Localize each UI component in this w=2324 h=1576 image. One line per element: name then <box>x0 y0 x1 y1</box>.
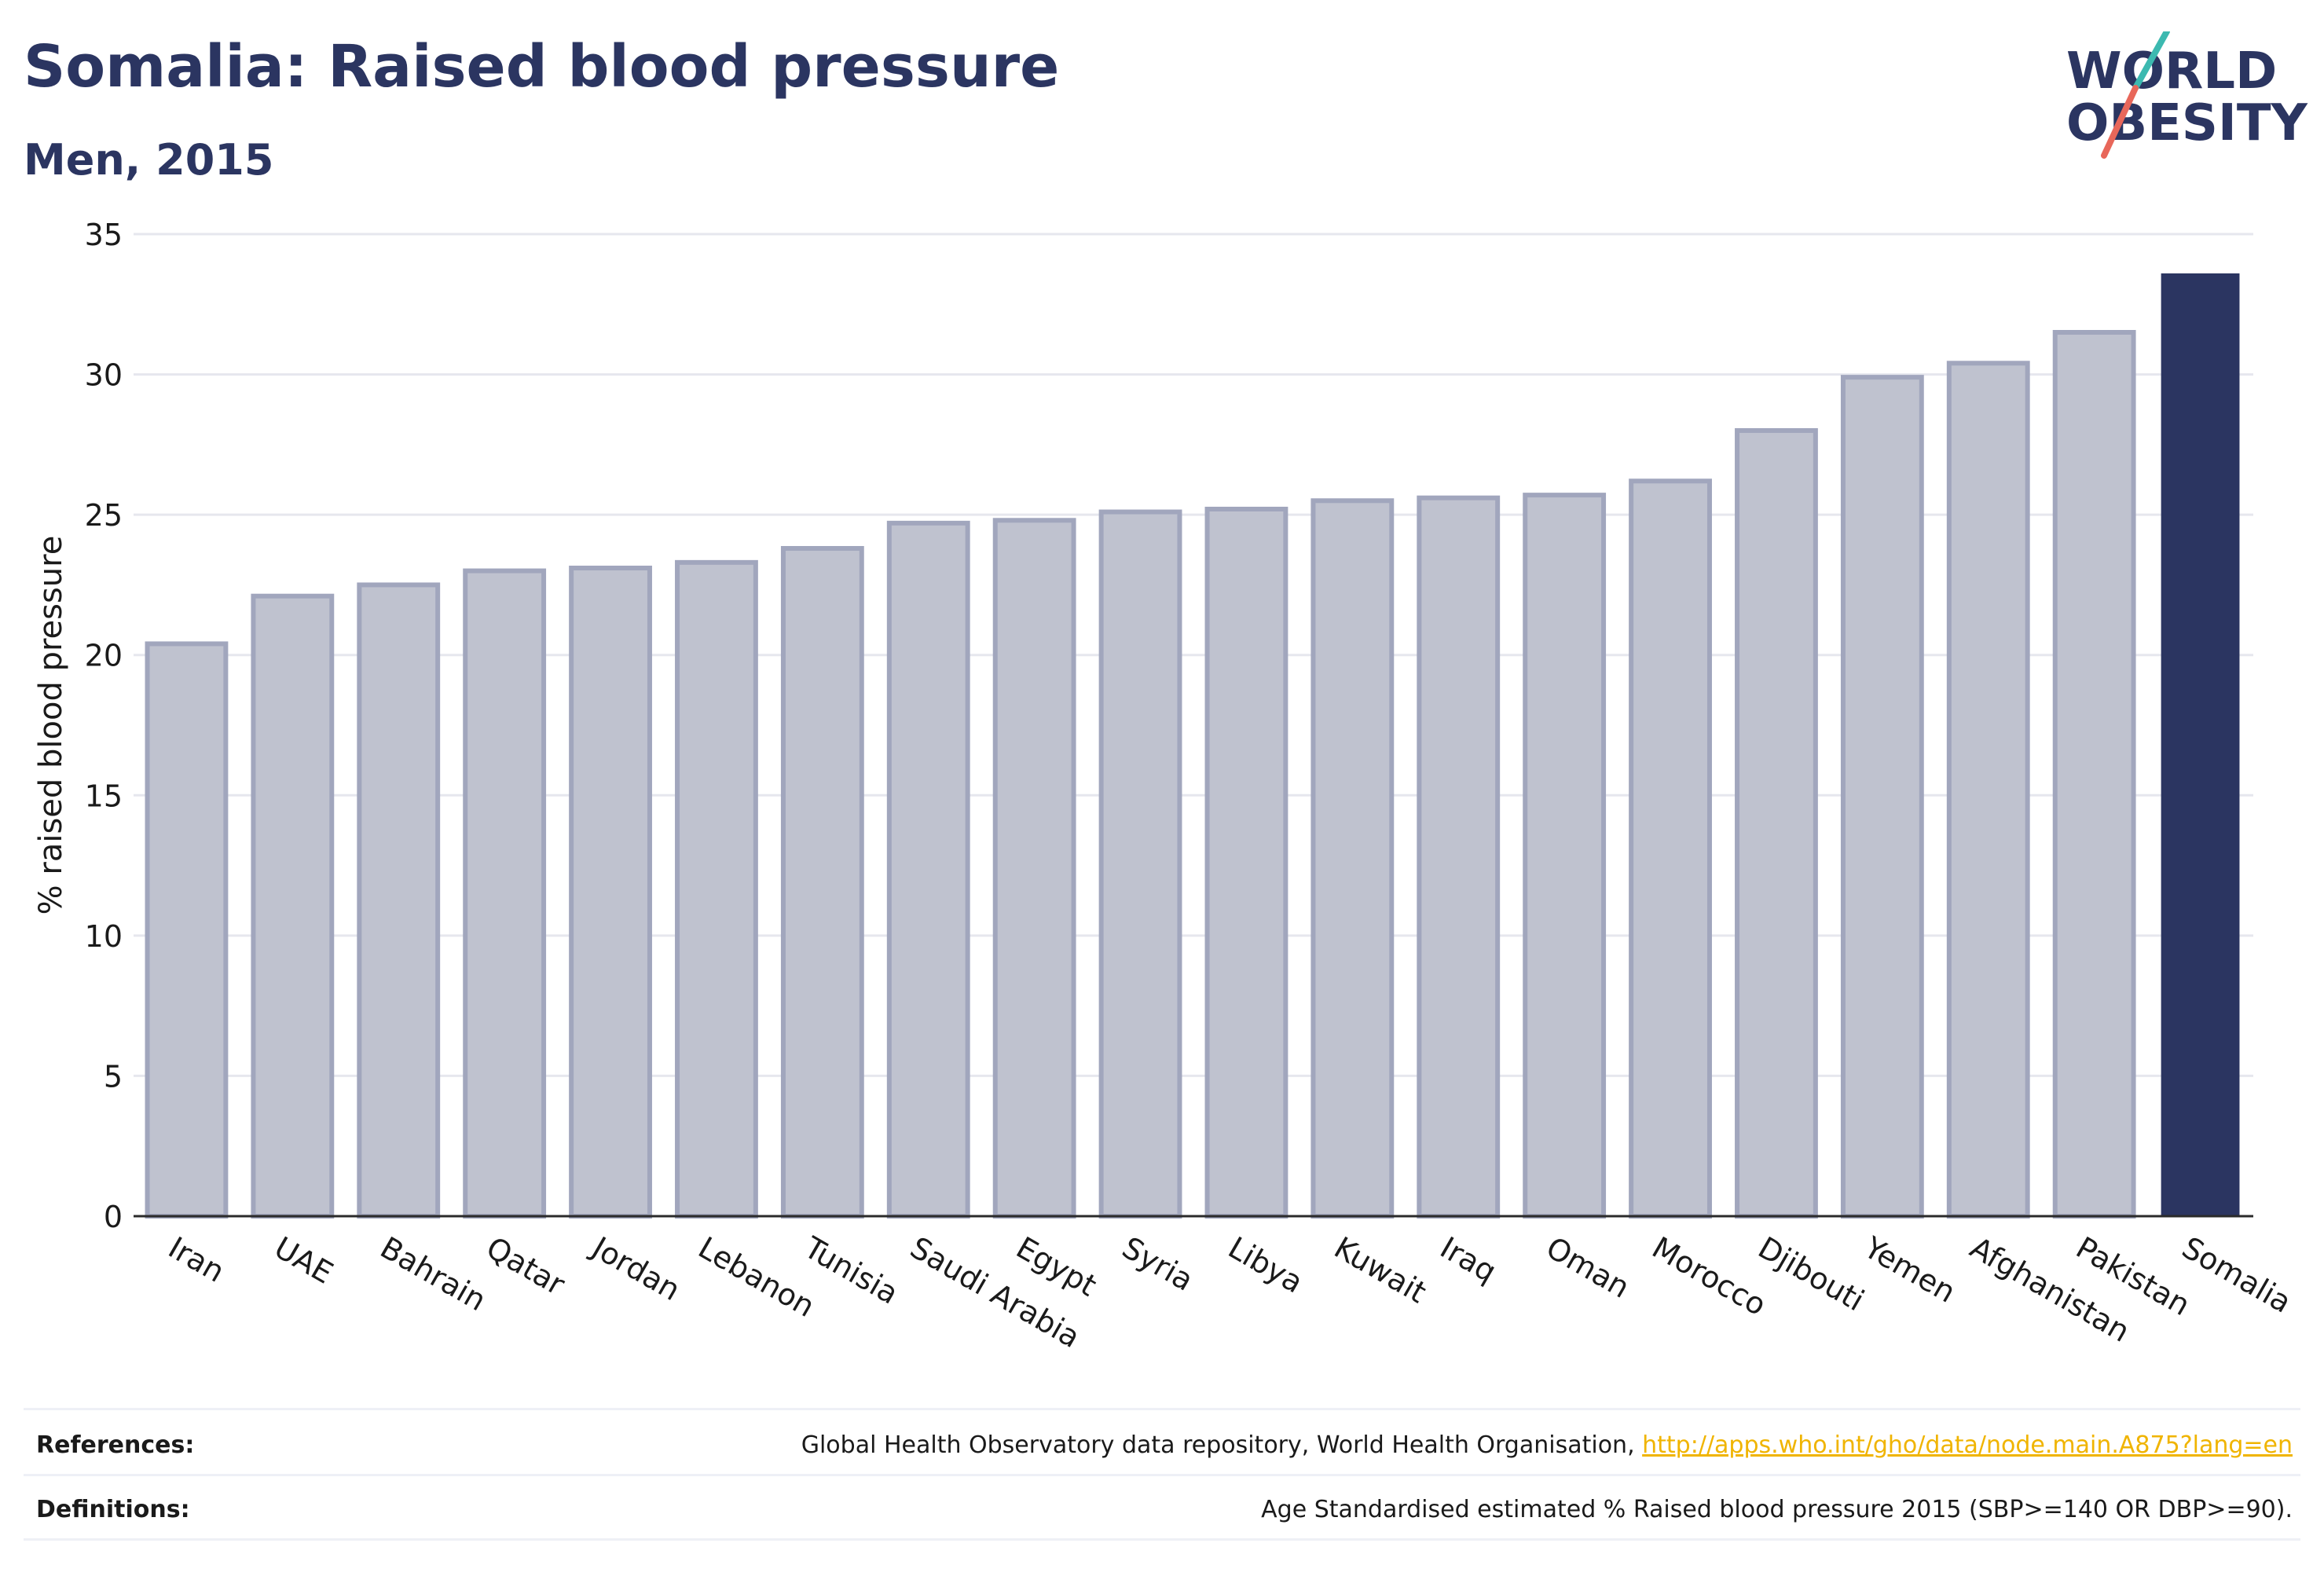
y-tick-label: 0 <box>104 1200 123 1234</box>
bar-layer <box>145 273 2240 1219</box>
x-tick-label: Libya <box>1222 1230 1309 1300</box>
footer-divider-middle <box>24 1474 2300 1476</box>
bar-kuwait[interactable] <box>1310 498 1395 1219</box>
y-tick-label: 20 <box>85 639 123 673</box>
x-tick-label: Qatar <box>481 1230 571 1303</box>
grid-layer <box>134 233 2253 1077</box>
bar-tunisia[interactable] <box>780 546 864 1219</box>
references-label: References: <box>36 1431 195 1459</box>
bar-iran[interactable] <box>145 641 229 1219</box>
y-tick-label: 25 <box>85 498 123 533</box>
bar-saudi-arabia[interactable] <box>886 520 970 1219</box>
definitions-text: Age Standardised estimated % Raised bloo… <box>1261 1496 2293 1523</box>
x-tick-label: Iraq <box>1435 1230 1502 1289</box>
x-tick-label: Morocco <box>1647 1230 1772 1323</box>
bar-egypt[interactable] <box>992 518 1076 1219</box>
bar-qatar[interactable] <box>463 568 547 1219</box>
x-tick-label: Bahrain <box>375 1230 492 1318</box>
references-link[interactable]: http://apps.who.int/gho/data/node.main.A… <box>1642 1431 2293 1459</box>
x-tick-label: Lebanon <box>692 1230 820 1324</box>
bar-oman[interactable] <box>1523 493 1607 1219</box>
footer-divider-top <box>24 1408 2300 1410</box>
bar-somalia[interactable] <box>2161 273 2240 1216</box>
x-tick-label: Jordan <box>585 1230 686 1308</box>
definitions-label: Definitions: <box>36 1496 190 1523</box>
bar-jordan[interactable] <box>569 566 652 1219</box>
x-tick-label: Oman <box>1541 1230 1636 1305</box>
bar-bahrain[interactable] <box>357 582 441 1219</box>
bar-morocco[interactable] <box>1629 478 1712 1219</box>
y-tick-label: 15 <box>85 779 123 813</box>
chart-subtitle: Men, 2015 <box>24 135 274 185</box>
x-tick-label: Kuwait <box>1329 1230 1432 1310</box>
y-tick-labels: 0 5 10 15 20 25 30 35 <box>85 218 123 1234</box>
y-tick-label: 5 <box>104 1059 123 1094</box>
bar-lebanon[interactable] <box>675 559 758 1219</box>
x-tick-label: Somalia <box>2176 1230 2297 1320</box>
bar-djibouti[interactable] <box>1735 428 1818 1219</box>
y-tick-label: 35 <box>85 218 123 252</box>
x-tick-label: Djibouti <box>1752 1230 1870 1318</box>
bar-libya[interactable] <box>1204 507 1288 1219</box>
y-tick-label: 30 <box>85 358 123 393</box>
bar-uae[interactable] <box>251 593 335 1219</box>
x-tick-label: UAE <box>269 1230 339 1291</box>
logo-slash-teal <box>2132 31 2170 91</box>
world-obesity-logo: WORLD OBESITY <box>2066 31 2308 159</box>
logo-text-world: WORLD <box>2066 42 2277 101</box>
references-text-row: Global Health Observatory data repositor… <box>801 1431 2293 1459</box>
chart-title: Somalia: Raised blood pressure <box>24 33 1060 101</box>
bar-afghanistan[interactable] <box>1946 361 2030 1219</box>
bar-pakistan[interactable] <box>2052 330 2136 1219</box>
y-axis-label: % raised blood pressure <box>33 536 69 915</box>
bar-iraq[interactable] <box>1417 495 1501 1219</box>
footer-divider-bottom <box>24 1538 2300 1541</box>
x-tick-label: Iran <box>163 1230 230 1289</box>
x-tick-label: Syria <box>1116 1230 1199 1298</box>
x-tick-label: Yemen <box>1857 1230 1961 1310</box>
bar-yemen[interactable] <box>1840 375 1924 1219</box>
logo-slash-coral <box>2101 85 2139 159</box>
y-tick-label: 10 <box>85 919 123 954</box>
references-text: Global Health Observatory data repositor… <box>801 1431 1643 1459</box>
bar-syria[interactable] <box>1098 509 1182 1219</box>
